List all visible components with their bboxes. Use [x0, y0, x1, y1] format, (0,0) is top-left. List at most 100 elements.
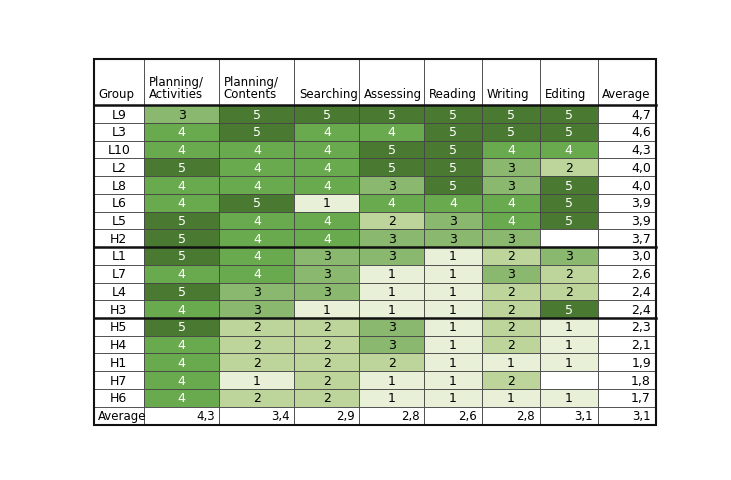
Bar — [360, 230, 424, 248]
Bar — [598, 159, 656, 177]
Text: 2: 2 — [253, 392, 261, 405]
Bar — [540, 142, 598, 159]
Text: 2: 2 — [253, 356, 261, 369]
Text: 1: 1 — [323, 303, 331, 316]
Bar — [598, 336, 656, 354]
Text: 5: 5 — [565, 197, 573, 210]
Bar — [540, 300, 598, 318]
Text: 1: 1 — [449, 285, 457, 298]
Text: 1: 1 — [449, 250, 457, 263]
Bar — [360, 300, 424, 318]
Bar — [540, 372, 598, 389]
Bar — [540, 318, 598, 336]
Text: 4: 4 — [253, 250, 261, 263]
Bar — [219, 106, 295, 124]
Bar — [424, 159, 482, 177]
Bar — [540, 230, 598, 248]
Text: 4: 4 — [323, 144, 331, 157]
Bar — [598, 318, 656, 336]
Text: 2: 2 — [565, 268, 572, 281]
Bar — [219, 389, 295, 407]
Bar — [219, 354, 295, 372]
Bar — [482, 230, 540, 248]
Text: 5: 5 — [178, 250, 186, 263]
Bar — [360, 318, 424, 336]
Bar — [598, 60, 656, 106]
Text: 4: 4 — [565, 144, 572, 157]
Bar — [598, 124, 656, 142]
Text: 1,9: 1,9 — [631, 356, 651, 369]
Text: 4: 4 — [507, 197, 515, 210]
Text: Average: Average — [99, 409, 147, 422]
Text: 3,4: 3,4 — [271, 409, 289, 422]
Text: 4: 4 — [387, 126, 395, 139]
Text: 4: 4 — [178, 303, 186, 316]
Text: 3: 3 — [387, 179, 395, 192]
Bar — [295, 106, 360, 124]
Text: 1: 1 — [323, 197, 331, 210]
Bar — [219, 142, 295, 159]
Text: 5: 5 — [565, 126, 573, 139]
Text: L5: L5 — [111, 215, 126, 228]
Bar — [295, 265, 360, 283]
Bar — [598, 265, 656, 283]
Bar — [144, 300, 219, 318]
Text: 2: 2 — [253, 338, 261, 351]
Bar — [94, 336, 144, 354]
Bar — [424, 354, 482, 372]
Bar — [94, 159, 144, 177]
Bar — [219, 177, 295, 194]
Bar — [144, 194, 219, 212]
Text: 2: 2 — [323, 374, 331, 387]
Bar — [424, 318, 482, 336]
Bar — [360, 124, 424, 142]
Bar — [540, 354, 598, 372]
Bar — [94, 230, 144, 248]
Bar — [482, 194, 540, 212]
Bar — [482, 318, 540, 336]
Bar — [540, 407, 598, 425]
Bar — [144, 177, 219, 194]
Bar — [482, 407, 540, 425]
Bar — [424, 389, 482, 407]
Text: 4: 4 — [507, 144, 515, 157]
Text: L9: L9 — [111, 108, 126, 121]
Text: L3: L3 — [111, 126, 126, 139]
Text: 3: 3 — [507, 232, 515, 245]
Bar — [540, 106, 598, 124]
Bar — [360, 194, 424, 212]
Text: 2,6: 2,6 — [458, 409, 477, 422]
Text: 4: 4 — [178, 356, 186, 369]
Text: 5: 5 — [253, 126, 261, 139]
Bar — [540, 194, 598, 212]
Text: 4: 4 — [449, 197, 457, 210]
Text: 1: 1 — [387, 285, 395, 298]
Text: 1,7: 1,7 — [631, 392, 651, 405]
Bar — [482, 177, 540, 194]
Text: 5: 5 — [178, 232, 186, 245]
Bar — [424, 372, 482, 389]
Bar — [598, 372, 656, 389]
Text: 1: 1 — [387, 268, 395, 281]
Bar — [482, 265, 540, 283]
Bar — [540, 212, 598, 230]
Bar — [482, 283, 540, 300]
Text: 4: 4 — [178, 268, 186, 281]
Text: 4: 4 — [178, 179, 186, 192]
Bar — [144, 318, 219, 336]
Bar — [424, 212, 482, 230]
Bar — [598, 212, 656, 230]
Bar — [360, 372, 424, 389]
Bar — [360, 106, 424, 124]
Bar — [295, 372, 360, 389]
Bar — [295, 389, 360, 407]
Bar — [144, 389, 219, 407]
Bar — [424, 265, 482, 283]
Bar — [540, 159, 598, 177]
Text: 2,6: 2,6 — [631, 268, 651, 281]
Bar — [219, 265, 295, 283]
Text: 2: 2 — [507, 250, 515, 263]
Text: L8: L8 — [111, 179, 126, 192]
Bar — [219, 407, 295, 425]
Bar — [598, 407, 656, 425]
